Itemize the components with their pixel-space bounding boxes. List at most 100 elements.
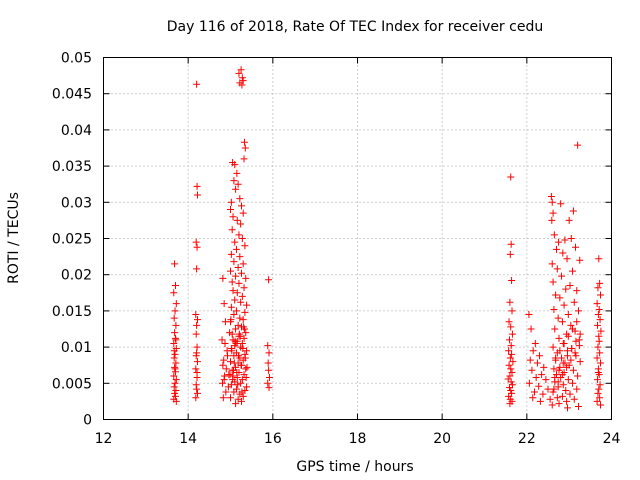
data-point bbox=[221, 339, 229, 347]
data-point bbox=[242, 365, 250, 373]
data-point bbox=[230, 258, 238, 266]
data-point bbox=[561, 236, 569, 244]
data-point bbox=[229, 287, 237, 295]
data-point bbox=[239, 392, 247, 400]
data-point bbox=[594, 376, 602, 384]
data-point bbox=[170, 314, 178, 322]
data-point bbox=[570, 395, 578, 403]
data-point bbox=[576, 330, 584, 338]
data-point bbox=[232, 245, 240, 253]
data-point bbox=[530, 388, 538, 396]
data-point bbox=[560, 301, 568, 309]
data-point bbox=[574, 402, 582, 410]
data-point bbox=[171, 350, 179, 358]
data-point bbox=[596, 394, 604, 402]
y-tick-label: 0.02 bbox=[61, 268, 92, 284]
data-point bbox=[564, 376, 572, 384]
data-point bbox=[233, 169, 241, 177]
data-point bbox=[171, 389, 179, 397]
data-point bbox=[539, 390, 547, 398]
data-point bbox=[220, 356, 228, 364]
y-axis-label: ROTI / TECUs bbox=[6, 192, 22, 284]
data-point bbox=[172, 397, 180, 405]
data-point bbox=[193, 265, 201, 273]
data-point bbox=[192, 238, 200, 246]
data-point bbox=[555, 334, 563, 342]
data-point bbox=[172, 336, 180, 344]
data-point bbox=[559, 359, 567, 367]
data-point bbox=[548, 198, 556, 206]
data-point bbox=[544, 385, 552, 393]
data-point bbox=[548, 216, 556, 224]
data-point bbox=[172, 321, 180, 329]
data-point bbox=[193, 80, 201, 88]
data-point bbox=[552, 245, 560, 253]
data-point bbox=[567, 321, 575, 329]
data-point bbox=[525, 379, 533, 387]
data-point bbox=[594, 343, 602, 351]
data-point bbox=[507, 173, 515, 181]
data-point bbox=[558, 318, 566, 326]
data-point bbox=[549, 209, 557, 217]
axis-ticks bbox=[103, 57, 612, 420]
data-point bbox=[170, 372, 178, 380]
data-point bbox=[238, 202, 246, 210]
data-point bbox=[569, 267, 577, 275]
data-point bbox=[536, 352, 544, 360]
data-point bbox=[532, 374, 540, 382]
data-point bbox=[553, 394, 561, 402]
data-point bbox=[569, 325, 577, 333]
x-tick-label: 22 bbox=[518, 431, 536, 447]
data-point bbox=[231, 161, 239, 169]
x-axis-tick-labels: 12 14 16 18 20 22 24 bbox=[95, 431, 621, 447]
data-point bbox=[556, 363, 564, 371]
data-point bbox=[235, 231, 243, 239]
x-tick-label: 20 bbox=[433, 431, 451, 447]
data-point bbox=[234, 321, 242, 329]
data-point bbox=[220, 376, 228, 384]
data-point bbox=[508, 350, 516, 358]
data-point bbox=[238, 269, 246, 277]
data-point bbox=[571, 349, 579, 357]
data-point bbox=[508, 307, 516, 315]
data-point bbox=[232, 307, 240, 315]
data-point bbox=[547, 193, 555, 201]
data-point bbox=[193, 368, 201, 376]
data-point bbox=[237, 66, 245, 74]
data-point bbox=[562, 387, 570, 395]
data-point bbox=[227, 358, 234, 366]
data-point bbox=[239, 316, 247, 324]
data-point bbox=[525, 311, 533, 319]
data-point bbox=[231, 296, 239, 304]
data-point bbox=[556, 294, 564, 302]
data-point bbox=[193, 321, 201, 329]
data-point bbox=[560, 339, 568, 347]
data-point bbox=[238, 74, 246, 82]
data-point bbox=[548, 401, 556, 409]
data-point bbox=[594, 368, 602, 376]
data-point bbox=[219, 274, 227, 282]
data-point bbox=[193, 358, 201, 366]
data-point bbox=[505, 361, 513, 369]
data-point bbox=[219, 394, 227, 402]
data-point bbox=[594, 389, 602, 397]
data-point bbox=[555, 366, 563, 374]
data-point bbox=[597, 327, 605, 335]
data-point bbox=[228, 330, 236, 338]
data-point bbox=[596, 401, 604, 409]
data-point bbox=[505, 392, 513, 400]
x-tick-label: 18 bbox=[349, 431, 367, 447]
data-point bbox=[536, 397, 544, 405]
data-point bbox=[264, 359, 272, 367]
data-point bbox=[527, 325, 535, 333]
data-point bbox=[170, 354, 178, 362]
data-point bbox=[170, 347, 178, 355]
data-point bbox=[234, 180, 242, 188]
data-point bbox=[533, 359, 541, 367]
data-point bbox=[229, 376, 237, 384]
data-point bbox=[171, 329, 179, 337]
data-point bbox=[507, 365, 515, 373]
data-point bbox=[172, 359, 180, 367]
data-point bbox=[193, 316, 201, 324]
data-point bbox=[563, 352, 571, 360]
